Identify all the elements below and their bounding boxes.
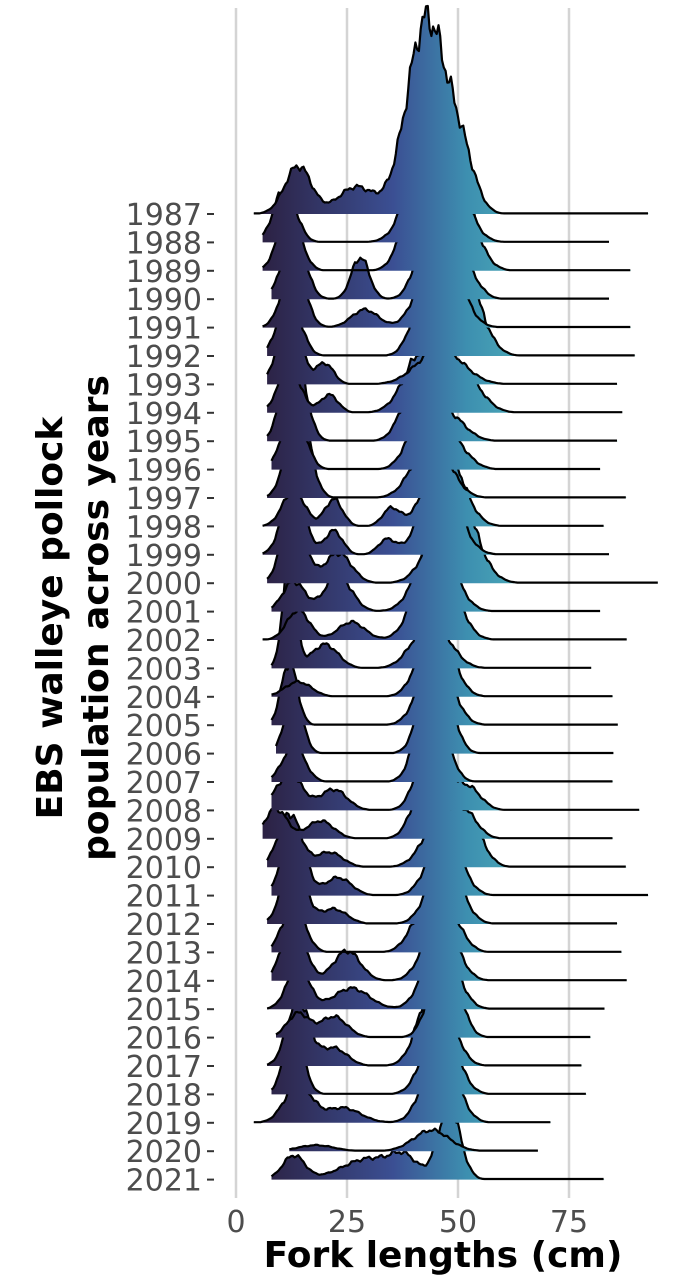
ridge-2020 [289, 1129, 538, 1152]
y-axis-title-line-1: EBS walleye pollock [30, 416, 71, 820]
ridgelines [254, 6, 658, 1180]
ridge-1987 [254, 6, 649, 214]
y-axis-title-line-2: population across years [76, 375, 117, 861]
ridge-fill-1987 [254, 6, 649, 214]
y-axis-ticks: 1987198819891990199119921993199419951996… [126, 198, 214, 1199]
y-axis-title: EBS walleye pollock population across ye… [30, 375, 117, 861]
x-axis-title: Fork lengths (cm) [264, 1235, 623, 1276]
y-tick-label-2021: 2021 [126, 1164, 202, 1199]
x-tick-label-0: 0 [226, 1205, 245, 1240]
